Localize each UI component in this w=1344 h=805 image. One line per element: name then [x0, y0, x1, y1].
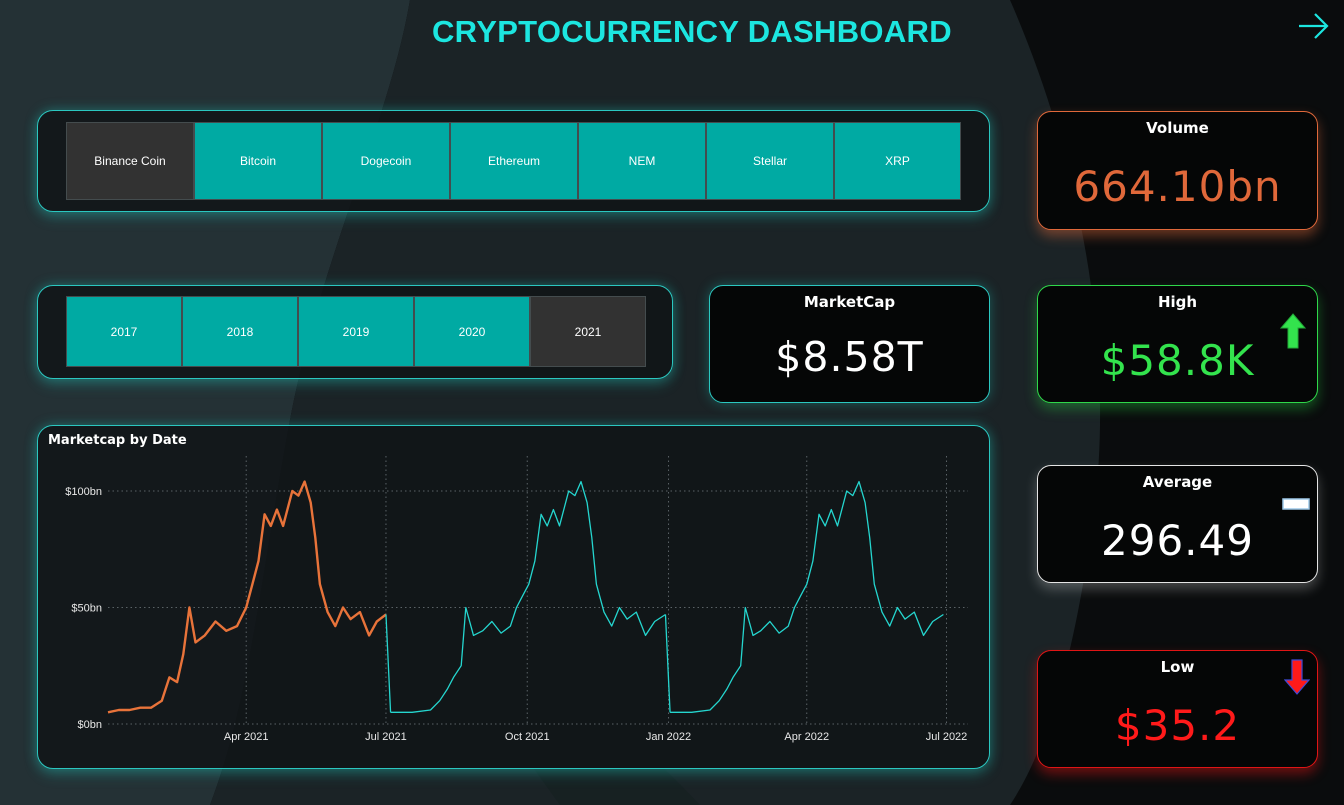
year-option-2017[interactable]: 2017 — [66, 296, 182, 367]
average-label: Average — [1142, 473, 1213, 491]
y-tick-label: $50bn — [71, 602, 102, 614]
series-line-1 — [390, 480, 666, 713]
coin-slicer: Binance Coin Bitcoin Dogecoin Ethereum N… — [66, 122, 961, 200]
arrow-down-icon — [1284, 659, 1310, 695]
x-tick-label: Jul 2022 — [926, 731, 968, 743]
x-tick-label: Jul 2021 — [365, 731, 407, 743]
coin-option-dogecoin[interactable]: Dogecoin — [322, 122, 450, 200]
average-card: Average 296.49 — [1037, 465, 1318, 583]
marketcap-line-chart: $0bn $50bn $100bn Apr 2021 Jul 2021 Oct 2021 J… — [65, 456, 968, 743]
x-tick-label: Apr 2022 — [784, 731, 829, 743]
volume-value: 664.10bn — [1073, 162, 1282, 211]
year-option-2019[interactable]: 2019 — [298, 296, 414, 367]
marketcap-label: MarketCap — [803, 293, 896, 311]
low-value: $35.2 — [1114, 701, 1241, 750]
coin-option-xrp[interactable]: XRP — [834, 122, 961, 200]
x-tick-label: Apr 2021 — [224, 731, 269, 743]
coin-option-bitcoin[interactable]: Bitcoin — [194, 122, 322, 200]
volume-label: Volume — [1146, 119, 1209, 137]
marketcap-card: MarketCap $8.58T — [709, 285, 990, 403]
low-label: Low — [1160, 658, 1195, 676]
high-value: $58.8K — [1100, 336, 1255, 385]
coin-option-binance-coin[interactable]: Binance Coin — [66, 122, 194, 200]
coin-option-stellar[interactable]: Stellar — [706, 122, 834, 200]
y-tick-label: $0bn — [78, 719, 102, 731]
series-line-2 — [670, 480, 944, 713]
high-label: High — [1157, 293, 1198, 311]
marketcap-chart-panel: Marketcap by Date — [37, 425, 990, 769]
coin-option-ethereum[interactable]: Ethereum — [450, 122, 578, 200]
y-tick-label: $100bn — [65, 486, 102, 498]
series-connector — [664, 614, 671, 713]
arrow-up-icon — [1280, 313, 1306, 349]
high-card: High $58.8K — [1037, 285, 1318, 403]
coin-option-nem[interactable]: NEM — [578, 122, 706, 200]
low-card: Low $35.2 — [1037, 650, 1318, 768]
marketcap-value: $8.58T — [775, 333, 924, 381]
x-tick-label: Oct 2021 — [505, 731, 550, 743]
year-slicer: 2017 2018 2019 2020 2021 — [66, 296, 646, 367]
average-value: 296.49 — [1101, 516, 1254, 565]
x-tick-label: Jan 2022 — [646, 731, 691, 743]
flat-bar-icon — [1282, 498, 1310, 510]
series-line-0 — [107, 480, 387, 714]
arrow-right-icon[interactable] — [1296, 8, 1332, 44]
volume-card: Volume 664.10bn — [1037, 111, 1318, 230]
page-title: CRYPTOCURRENCY DASHBOARD — [432, 14, 952, 49]
series-connector — [385, 614, 392, 713]
chart-title: Marketcap by Date — [48, 433, 187, 448]
year-option-2018[interactable]: 2018 — [182, 296, 298, 367]
year-option-2021[interactable]: 2021 — [530, 296, 646, 367]
year-option-2020[interactable]: 2020 — [414, 296, 530, 367]
